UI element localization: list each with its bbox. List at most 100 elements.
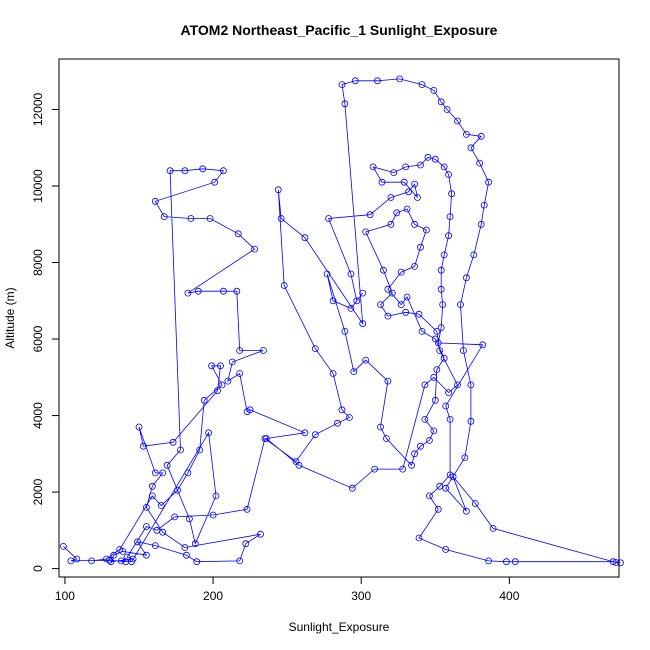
data-point-48 (415, 310, 423, 318)
data-point-30 (259, 347, 267, 354)
data-point-28 (233, 287, 241, 295)
data-point-61 (411, 262, 419, 270)
data-point-22 (206, 215, 214, 222)
data-point-112 (437, 324, 445, 332)
data-point-29 (236, 347, 244, 354)
data-point-100 (417, 161, 424, 169)
data-point-44 (445, 389, 453, 397)
data-point-158 (359, 320, 367, 328)
data-point-50 (384, 312, 392, 320)
data-point-132 (462, 507, 470, 515)
data-point-63 (384, 285, 392, 293)
data-point-210 (88, 557, 95, 565)
data-point-191 (142, 503, 150, 511)
data-point-160 (277, 215, 285, 222)
data-point-196 (139, 442, 147, 450)
data-point-156 (338, 81, 346, 88)
data-point-202 (200, 396, 208, 404)
data-point-205 (174, 486, 181, 494)
data-point-47 (433, 327, 441, 335)
data-point-136 (467, 381, 475, 389)
data-point-39 (348, 484, 356, 492)
data-point-103 (440, 163, 448, 171)
data-point-68 (440, 354, 448, 362)
data-point-115 (442, 402, 450, 410)
data-point-16 (199, 165, 207, 173)
data-point-175 (142, 523, 150, 530)
data-point-187 (242, 540, 250, 548)
data-point-97 (369, 163, 377, 171)
data-point-66 (418, 327, 426, 335)
data-point-147 (462, 130, 470, 138)
data-point-164 (329, 370, 337, 377)
data-point-96 (378, 178, 386, 186)
data-point-17 (219, 167, 227, 175)
data-point-168 (311, 431, 319, 439)
data-point-75 (411, 450, 419, 458)
data-point-177 (129, 555, 137, 563)
data-point-83 (323, 270, 331, 278)
data-point-73 (425, 436, 433, 444)
data-point-149 (443, 106, 451, 113)
data-point-89 (325, 215, 333, 222)
data-point-123 (485, 557, 493, 565)
data-point-188 (257, 530, 264, 538)
data-point-80 (362, 356, 370, 364)
data-point-118 (436, 482, 444, 490)
data-point-120 (434, 505, 442, 513)
data-point-70 (431, 396, 439, 404)
data-point-150 (437, 98, 445, 106)
data-point-52 (388, 289, 396, 297)
data-point-127 (617, 559, 624, 567)
data-point-4 (106, 556, 113, 564)
data-point-135 (467, 417, 475, 425)
data-point-60 (417, 243, 424, 251)
data-point-88 (347, 270, 355, 278)
data-point-42 (421, 381, 429, 389)
data-point-36 (301, 429, 309, 437)
data-point-110 (437, 285, 445, 293)
data-point-82 (341, 327, 349, 335)
data-point-131 (449, 473, 457, 481)
data-point-146 (477, 132, 485, 140)
data-point-152 (418, 81, 426, 88)
y-tick-label: 4000 (31, 402, 45, 429)
data-point-56 (393, 209, 401, 217)
data-point-55 (387, 220, 395, 228)
data-point-35 (246, 406, 254, 414)
data-point-105 (448, 190, 456, 198)
data-point-9 (212, 492, 220, 500)
data-point-194 (151, 469, 159, 477)
data-point-186 (236, 557, 244, 565)
data-point-93 (411, 180, 419, 188)
data-point-46 (436, 347, 444, 354)
data-point-161 (274, 186, 282, 194)
x-tick-label: 100 (55, 589, 75, 603)
data-point-6 (117, 557, 125, 565)
chart-title: ATOM2 Northeast_Pacific_1 Sunlight_Expos… (181, 22, 498, 38)
data-point-25 (184, 289, 192, 297)
y-axis: 0 2000 4000 6000 8000 10000 12000 (31, 92, 60, 572)
data-point-10 (191, 540, 199, 548)
y-tick-label: 8000 (31, 249, 45, 276)
data-point-104 (445, 171, 453, 178)
data-point-65 (403, 293, 411, 301)
data-point-98 (390, 169, 398, 177)
data-point-170 (261, 435, 269, 442)
data-point-31 (228, 358, 236, 366)
data-point-174 (153, 526, 161, 534)
data-point-148 (454, 117, 461, 125)
data-point-114 (479, 341, 487, 349)
data-point-20 (160, 213, 168, 221)
data-point-116 (446, 415, 454, 423)
data-point-79 (384, 377, 392, 385)
data-point-78 (377, 423, 384, 431)
data-point-26 (194, 287, 202, 295)
data-point-53 (379, 266, 387, 274)
data-point-40 (371, 465, 379, 473)
data-point-8 (205, 429, 213, 437)
y-tick-label: 2000 (31, 478, 45, 505)
data-point-142 (480, 201, 488, 209)
data-point-3 (67, 557, 75, 565)
